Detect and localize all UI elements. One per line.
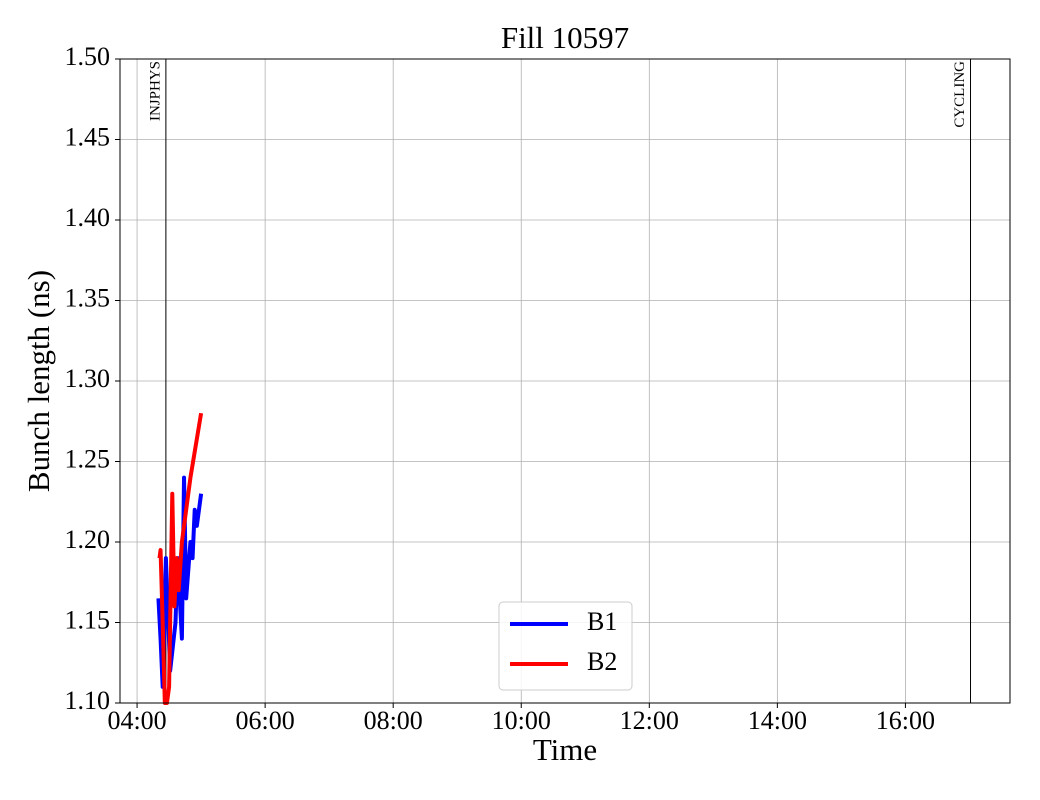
x-tick-label: 16:00 xyxy=(876,706,935,735)
y-axis-label: Bunch length (ns) xyxy=(21,270,56,492)
x-tick-label: 10:00 xyxy=(492,706,551,735)
legend-label: B1 xyxy=(587,607,617,636)
legend-label: B2 xyxy=(587,647,617,676)
event-label: CYCLING xyxy=(952,61,968,128)
y-tick-label: 1.40 xyxy=(65,203,111,232)
x-tick-label: 04:00 xyxy=(107,706,166,735)
y-tick-label: 1.35 xyxy=(65,283,111,312)
y-tick-label: 1.25 xyxy=(65,444,111,473)
y-tick-label: 1.10 xyxy=(65,686,111,715)
x-tick-label: 06:00 xyxy=(236,706,295,735)
y-tick-label: 1.20 xyxy=(65,525,111,554)
event-label: INJPHYS xyxy=(147,61,163,121)
plot-frame xyxy=(119,58,1011,704)
x-tick-label: 12:00 xyxy=(620,706,679,735)
y-tick-label: 1.45 xyxy=(65,122,111,151)
series-line xyxy=(157,412,204,705)
y-tick-label: 1.50 xyxy=(65,42,111,71)
y-tick-label: 1.15 xyxy=(65,605,111,634)
x-axis-label: Time xyxy=(533,732,597,767)
y-tick-label: 1.30 xyxy=(65,364,111,393)
x-tick-label: 14:00 xyxy=(748,706,807,735)
x-tick-label: 08:00 xyxy=(364,706,423,735)
chart-title: Fill 10597 xyxy=(501,20,629,55)
